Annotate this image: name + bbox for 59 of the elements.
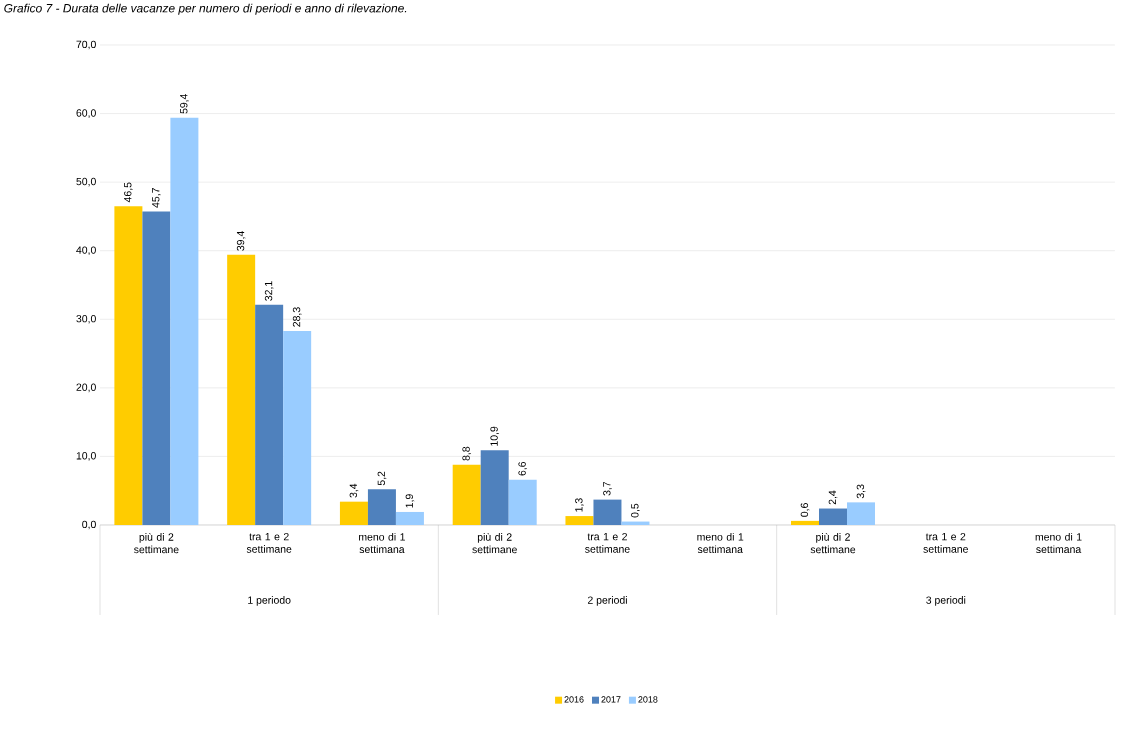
x-tick-label: tra 1 e 2 settimane — [585, 532, 630, 553]
data-label: 0,6 — [800, 503, 810, 517]
bar — [847, 502, 875, 525]
bar — [283, 330, 312, 525]
chart-title: Grafico 7 - Durata delle vacanze per numero di periodi e anno di rilevazione. — [4, 3, 407, 15]
legend-label: 2018 — [638, 696, 658, 703]
y-tick-label: 30,0 — [76, 314, 96, 324]
bar — [255, 304, 284, 525]
bar — [114, 206, 143, 525]
data-label: 46,5 — [124, 182, 133, 203]
y-tick-label: 10,0 — [76, 452, 96, 461]
bar — [170, 117, 199, 525]
data-label: 28,3 — [292, 307, 302, 327]
y-tick-label: 40,0 — [76, 246, 96, 256]
legend-label: 2017 — [601, 696, 621, 703]
bar — [367, 489, 396, 525]
y-tick-label: 0,0 — [82, 520, 96, 530]
data-label: 59,4 — [180, 93, 189, 114]
x-tick-label: meno di 1 settimana — [359, 532, 405, 554]
text: 1 periodo — [248, 596, 291, 606]
legend-label: 2016 — [564, 696, 584, 703]
data-label: 8,8 — [462, 446, 472, 461]
data-label: 1,3 — [575, 498, 584, 512]
x-tick-label: più di 2 settimane — [810, 532, 856, 554]
data-label: 39,4 — [236, 231, 246, 251]
bar — [480, 450, 509, 525]
x-tick-label: meno di 1 settimana — [697, 532, 744, 554]
data-label: 0,5 — [631, 503, 640, 518]
bar — [339, 501, 368, 525]
y-tick-label: 50,0 — [76, 177, 96, 187]
x-tick-label: più di 2 settimane — [134, 532, 179, 554]
text: 2 periodi — [587, 596, 627, 606]
data-label: 10,9 — [490, 426, 500, 446]
bar — [508, 479, 537, 525]
bar — [565, 516, 594, 525]
bar — [142, 211, 171, 525]
bar — [819, 508, 847, 525]
data-label: 1,9 — [405, 494, 415, 508]
bar — [791, 520, 819, 525]
bar — [593, 499, 622, 525]
text: 3 periodi — [926, 596, 966, 606]
data-label: 3,7 — [603, 481, 612, 496]
data-label: 3,3 — [856, 484, 866, 499]
bar — [227, 254, 256, 525]
data-label: 45,7 — [152, 188, 161, 208]
data-label: 3,4 — [349, 483, 359, 498]
x-tick-label: meno di 1 settimana — [1035, 532, 1082, 554]
data-label: 32,1 — [264, 281, 274, 301]
x-tick-label: tra 1 e 2 settimane — [923, 532, 968, 553]
data-label: 5,2 — [377, 471, 387, 486]
x-tick-label: più di 2 settimane — [472, 532, 517, 554]
y-tick-label: 70,0 — [76, 40, 96, 50]
x-tick-label: tra 1 e 2 settimane — [246, 532, 292, 553]
y-tick-label: 60,0 — [76, 109, 96, 118]
bar — [452, 464, 481, 525]
data-label: 6,6 — [518, 461, 528, 476]
data-label: 2,4 — [828, 490, 838, 505]
y-tick-label: 20,0 — [76, 383, 96, 393]
bar — [395, 511, 424, 525]
